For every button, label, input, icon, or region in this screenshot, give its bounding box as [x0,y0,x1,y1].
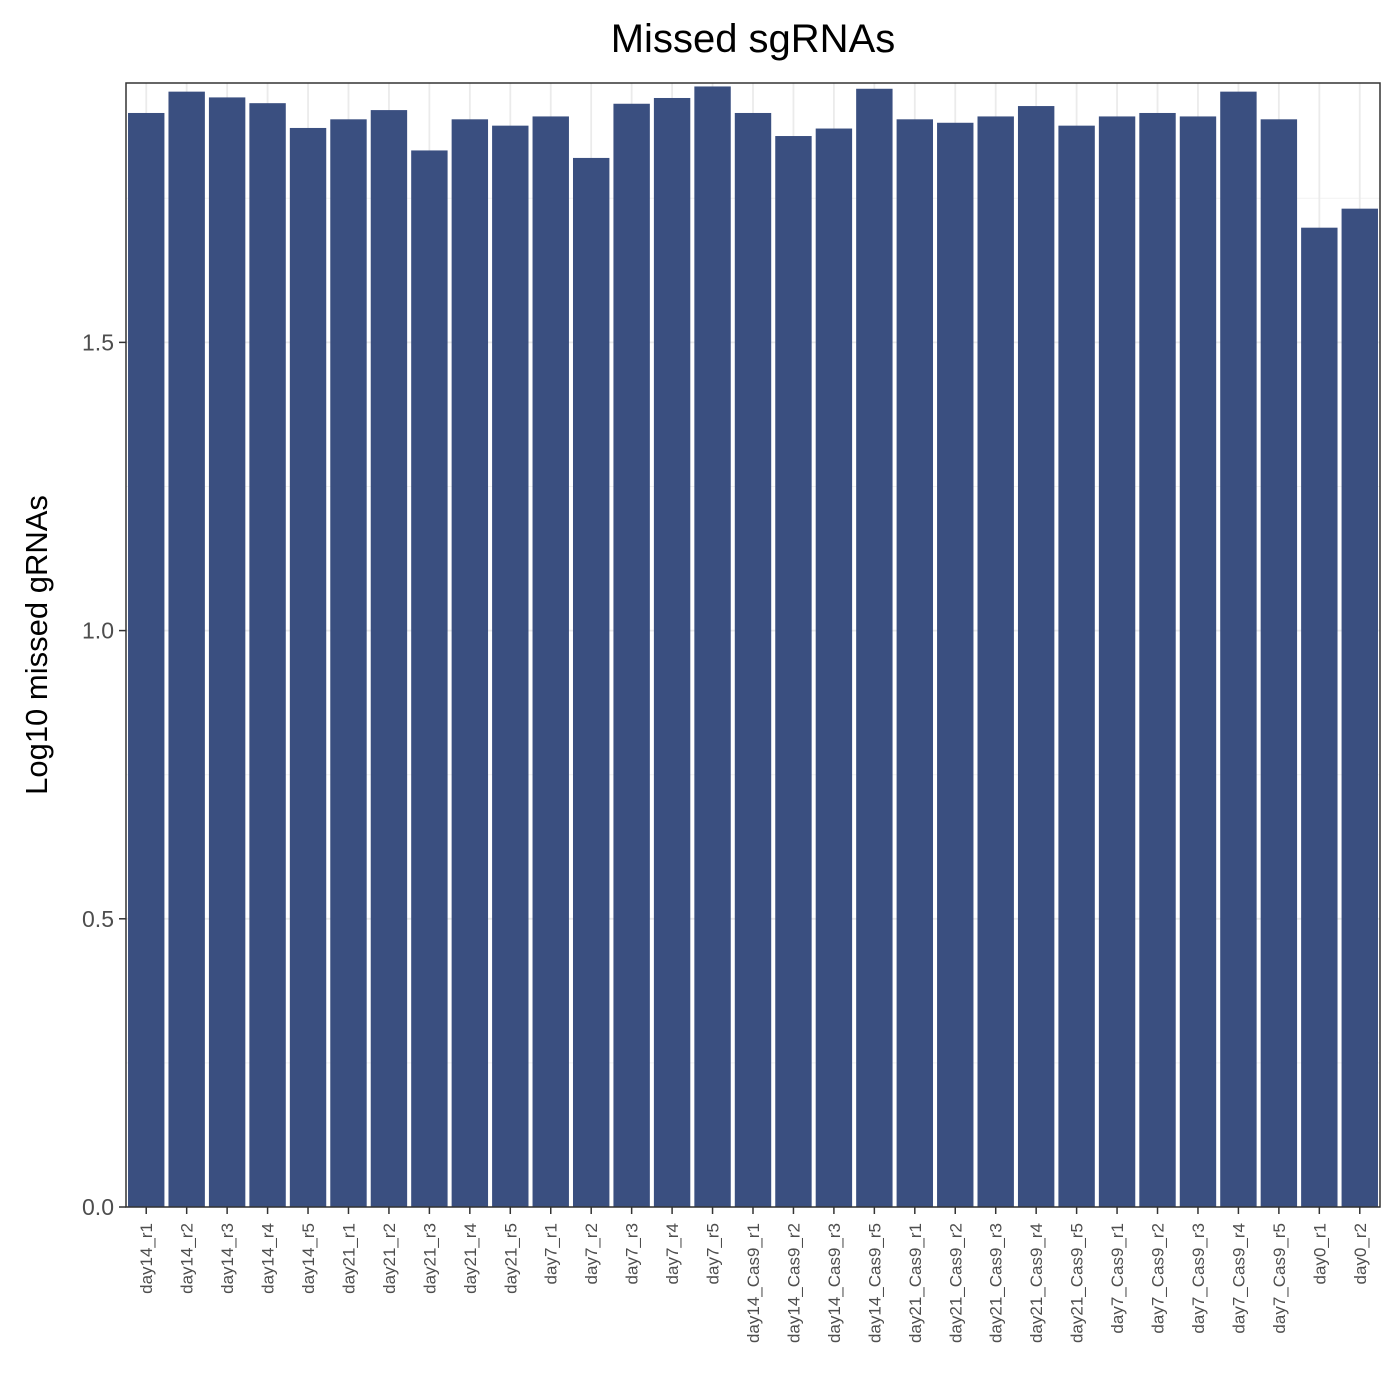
x-tick-label: day7_r1 [542,1223,561,1284]
y-tick-label: 1.0 [82,618,114,644]
bar [1260,119,1298,1207]
bar [856,88,893,1207]
x-tick-label: day14_Cas9_r5 [865,1223,884,1343]
bar [492,125,529,1208]
bar [532,116,569,1208]
x-tick-label: day14_Cas9_r3 [825,1223,844,1343]
bar [249,103,286,1208]
y-tick-label: 0.5 [82,906,114,932]
y-tick-label: 1.5 [82,329,114,355]
x-axis: day14_r1 day14_r2 day14_r3 day14_r4 day14_r5… [137,1207,1370,1343]
bar [775,136,812,1207]
x-tick-label: day14_r3 [218,1223,237,1294]
x-tick-label: day7_r2 [582,1223,601,1284]
x-tick-label: day21_r1 [339,1223,358,1294]
x-tick-label: day7_r3 [623,1223,642,1284]
bar [1058,125,1095,1208]
bar [937,122,974,1207]
bar [734,112,772,1207]
bar [289,127,327,1208]
bar [1017,106,1055,1208]
x-tick-label: day21_r2 [380,1223,399,1294]
bar [1179,116,1217,1208]
bar [694,86,731,1207]
bar [128,112,165,1207]
x-tick-label: day7_r4 [663,1223,682,1284]
x-tick-label: day7_Cas9_r3 [1189,1223,1208,1334]
x-tick-label: day14_Cas9_r1 [744,1223,763,1343]
y-tick-label: 0.0 [82,1194,114,1220]
bar [1139,112,1176,1207]
x-tick-label: day21_Cas9_r1 [906,1223,925,1343]
bar [168,91,205,1208]
x-tick-label: day0_r2 [1351,1223,1370,1284]
bar [653,97,691,1207]
x-tick-label: day0_r1 [1310,1223,1329,1284]
x-tick-label: day21_Cas9_r5 [1068,1223,1087,1343]
bar [451,119,489,1207]
bar [1341,208,1378,1207]
x-tick-label: day7_Cas9_r4 [1229,1223,1248,1334]
x-tick-label: day21_Cas9_r3 [987,1223,1006,1343]
bar [977,116,1014,1208]
bar [1098,116,1136,1208]
bar [208,97,246,1207]
bar [1220,91,1257,1208]
y-axis-label: Log10 missed gRNAs [19,495,54,795]
x-tick-label: day7_Cas9_r1 [1108,1223,1127,1334]
x-tick-label: day21_Cas9_r4 [1027,1223,1046,1343]
x-tick-label: day21_r4 [461,1223,480,1294]
bar [613,103,650,1208]
chart-title: Missed sgRNAs [611,17,896,61]
x-tick-label: day14_r5 [299,1223,318,1294]
x-tick-label: day21_r5 [501,1223,520,1294]
x-tick-label: day21_Cas9_r2 [946,1223,965,1343]
bar [815,128,853,1208]
x-tick-label: day14_r1 [137,1223,156,1294]
x-tick-label: day14_r2 [178,1223,197,1294]
x-tick-label: day7_Cas9_r5 [1270,1223,1289,1334]
x-tick-label: day7_r5 [704,1223,723,1284]
x-tick-label: day14_r4 [259,1223,278,1294]
x-tick-label: day21_r3 [420,1223,439,1294]
x-tick-label: day14_Cas9_r2 [784,1223,803,1343]
bar [411,150,448,1208]
y-axis: 0.0 0.5 1.0 1.5 [82,329,126,1220]
bar [330,119,367,1207]
bar [572,157,610,1207]
bar [370,110,408,1207]
bars [128,86,1378,1208]
x-tick-label: day7_Cas9_r2 [1149,1223,1168,1334]
bar [896,119,934,1207]
bar [1301,227,1338,1208]
